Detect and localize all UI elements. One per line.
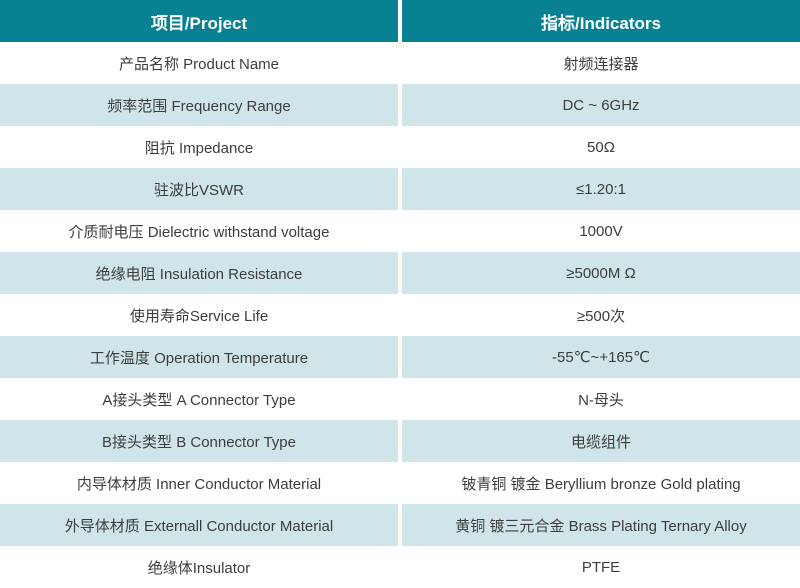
table-row: 阻抗 Impedance 50Ω <box>0 126 800 168</box>
table-row: 绝缘电阻 Insulation Resistance ≥5000M Ω <box>0 252 800 294</box>
indicator-cell: DC ~ 6GHz <box>402 84 800 126</box>
table-row: 绝缘体Insulator PTFE <box>0 546 800 588</box>
indicator-cell: N-母头 <box>402 378 800 420</box>
indicator-cell: 黄铜 镀三元合金 Brass Plating Ternary Alloy <box>402 504 800 546</box>
table-row: 使用寿命Service Life ≥500次 <box>0 294 800 336</box>
table-row: 介质耐电压 Dielectric withstand voltage 1000V <box>0 210 800 252</box>
indicator-cell: 电缆组件 <box>402 420 800 462</box>
project-cell: 绝缘电阻 Insulation Resistance <box>0 252 398 294</box>
project-cell: A接头类型 A Connector Type <box>0 378 398 420</box>
table-row: 工作温度 Operation Temperature -55℃~+165℃ <box>0 336 800 378</box>
project-cell: 工作温度 Operation Temperature <box>0 336 398 378</box>
indicator-cell: 射频连接器 <box>402 42 800 84</box>
project-cell: B接头类型 B Connector Type <box>0 420 398 462</box>
project-cell: 产品名称 Product Name <box>0 42 398 84</box>
indicator-cell: ≤1.20:1 <box>402 168 800 210</box>
header-project-cell: 项目/Project <box>0 0 398 42</box>
project-cell: 使用寿命Service Life <box>0 294 398 336</box>
table-row: 产品名称 Product Name 射频连接器 <box>0 42 800 84</box>
table-row: 驻波比VSWR ≤1.20:1 <box>0 168 800 210</box>
header-indicators-cell: 指标/Indicators <box>402 0 800 42</box>
indicator-cell: 1000V <box>402 210 800 252</box>
indicator-cell: 50Ω <box>402 126 800 168</box>
project-cell: 驻波比VSWR <box>0 168 398 210</box>
table-row: 频率范围 Frequency Range DC ~ 6GHz <box>0 84 800 126</box>
table-row: 外导体材质 Externall Conductor Material 黄铜 镀三… <box>0 504 800 546</box>
project-cell: 绝缘体Insulator <box>0 546 398 588</box>
indicator-cell: ≥500次 <box>402 294 800 336</box>
project-cell: 阻抗 Impedance <box>0 126 398 168</box>
table-row: B接头类型 B Connector Type 电缆组件 <box>0 420 800 462</box>
indicator-cell: 铍青铜 镀金 Beryllium bronze Gold plating <box>402 462 800 504</box>
project-cell: 介质耐电压 Dielectric withstand voltage <box>0 210 398 252</box>
indicator-cell: PTFE <box>402 546 800 588</box>
indicator-cell: -55℃~+165℃ <box>402 336 800 378</box>
header-row: 项目/Project 指标/Indicators <box>0 0 800 42</box>
table-body: 产品名称 Product Name 射频连接器 频率范围 Frequency R… <box>0 42 800 588</box>
project-cell: 频率范围 Frequency Range <box>0 84 398 126</box>
indicator-cell: ≥5000M Ω <box>402 252 800 294</box>
project-cell: 内导体材质 Inner Conductor Material <box>0 462 398 504</box>
table-row: A接头类型 A Connector Type N-母头 <box>0 378 800 420</box>
project-cell: 外导体材质 Externall Conductor Material <box>0 504 398 546</box>
table-row: 内导体材质 Inner Conductor Material 铍青铜 镀金 Be… <box>0 462 800 504</box>
